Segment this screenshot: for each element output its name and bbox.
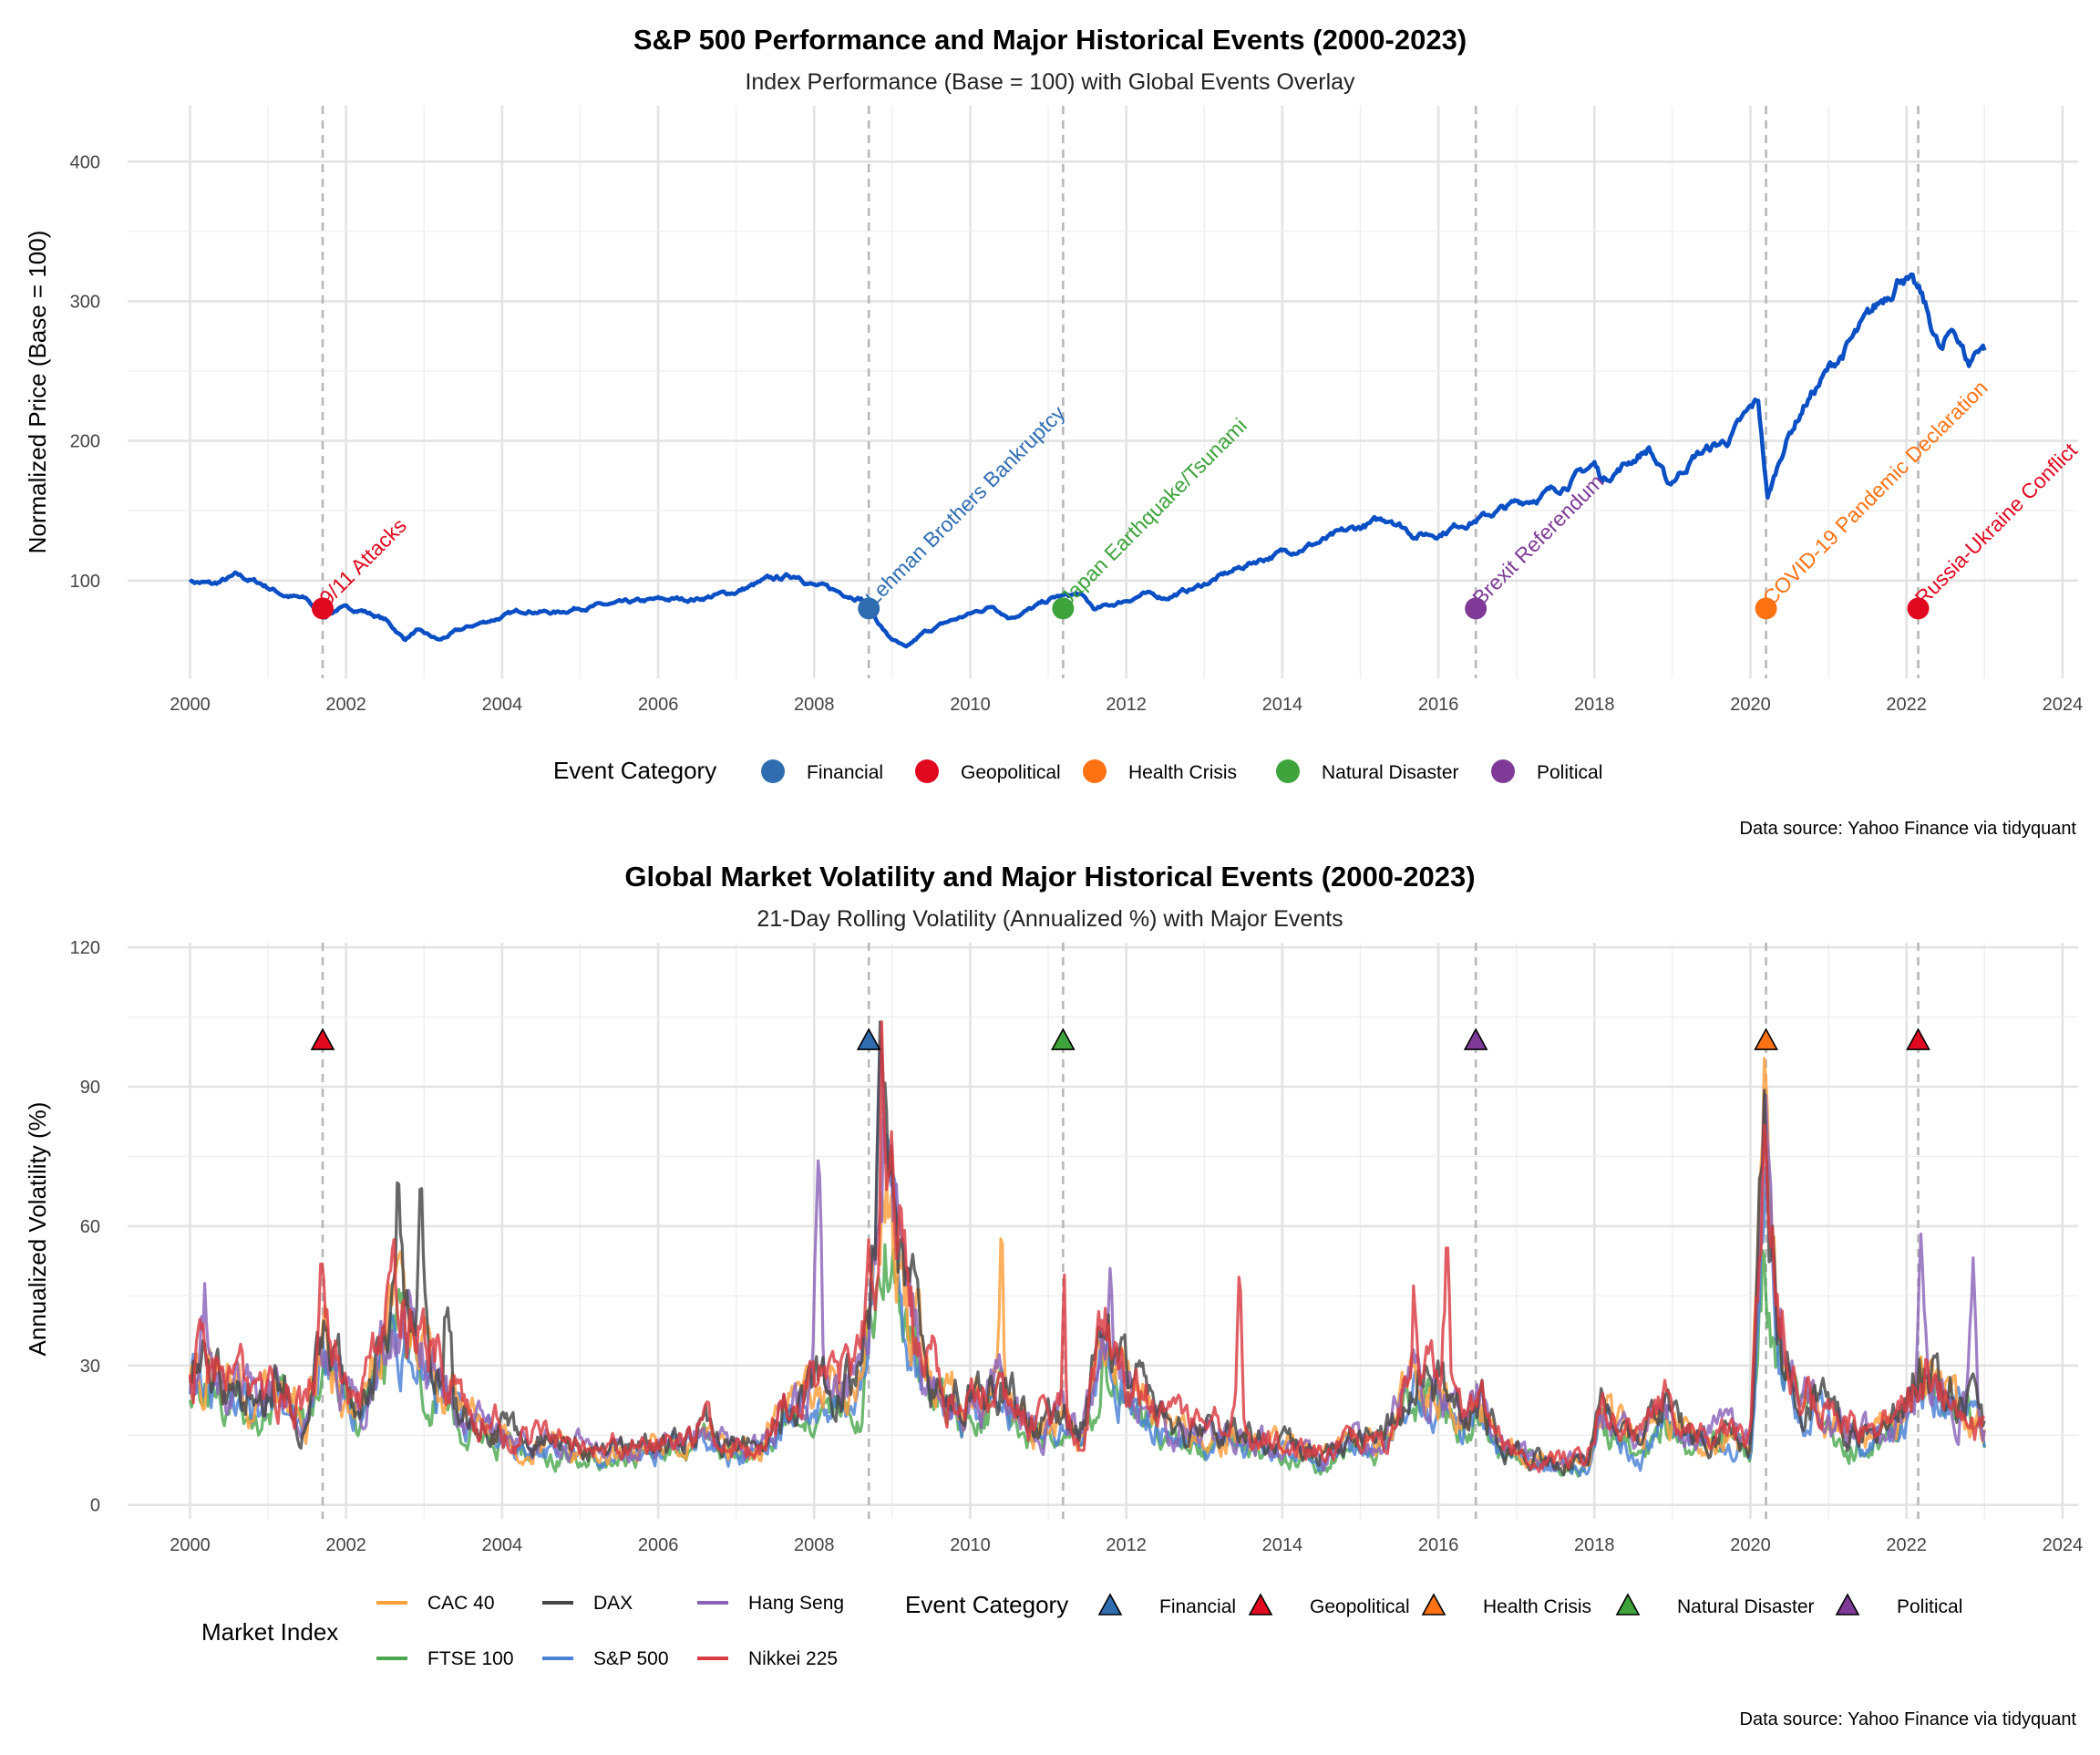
y-tick-label: 60 bbox=[80, 1217, 100, 1237]
legend-label-health-crisis: Health Crisis bbox=[1483, 1596, 1591, 1617]
volatility-line-hang-seng bbox=[188, 1093, 1986, 1472]
legend-label-financial: Financial bbox=[807, 762, 883, 783]
legend-key-political bbox=[1835, 1593, 1860, 1616]
x-tick-label: 2016 bbox=[1418, 695, 1459, 715]
x-tick-label: 2012 bbox=[1106, 1535, 1147, 1555]
x-tick-label: 2006 bbox=[638, 1535, 679, 1555]
x-tick-label: 2000 bbox=[170, 695, 211, 715]
legend-market-index: CAC 40 DAX Hang Seng FTSE 100 S&P 500 Nikkei … bbox=[376, 1593, 844, 1669]
legend-label-s-p-500: S&P 500 bbox=[593, 1648, 669, 1669]
y-tick-label: 100 bbox=[70, 572, 100, 592]
chart-caption: Data source: Yahoo Finance via tidyquant bbox=[1740, 1709, 2077, 1729]
x-tick-label: 2006 bbox=[638, 695, 679, 715]
event-marker-geopolitical-2001-7 bbox=[310, 1027, 335, 1050]
legend-key-health-crisis bbox=[1421, 1593, 1446, 1616]
y-tick-label: 90 bbox=[80, 1078, 100, 1098]
legend-label-political: Political bbox=[1537, 762, 1602, 783]
legend-label-natural-disaster: Natural Disaster bbox=[1322, 762, 1459, 783]
x-tick-label: 2010 bbox=[950, 1535, 991, 1555]
y-tick-label: 0 bbox=[90, 1496, 100, 1516]
x-tick-label: 2024 bbox=[2043, 1535, 2084, 1555]
legend-label-financial: Financial bbox=[1159, 1596, 1236, 1617]
legend-key-financial bbox=[761, 759, 785, 783]
legend-label-dax: DAX bbox=[593, 1593, 633, 1614]
chart-caption: Data source: Yahoo Finance via tidyquant bbox=[1740, 819, 2077, 839]
chart-subtitle: Index Performance (Base = 100) with Glob… bbox=[745, 69, 1355, 95]
x-tick-label: 2008 bbox=[794, 1535, 835, 1555]
event-marker-japan-earthquake-tsunami bbox=[1052, 597, 1075, 620]
legend-label-cac-40: CAC 40 bbox=[427, 1593, 495, 1614]
x-tick-label: 2020 bbox=[1730, 695, 1771, 715]
event-marker-lehman-brothers-bankruptcy bbox=[858, 597, 880, 620]
x-tick-label: 2022 bbox=[1886, 695, 1927, 715]
chart-subtitle: 21-Day Rolling Volatility (Annualized %)… bbox=[757, 906, 1343, 932]
x-tick-label: 2004 bbox=[482, 695, 523, 715]
x-tick-label: 2014 bbox=[1262, 1535, 1303, 1555]
y-tick-label: 30 bbox=[80, 1357, 100, 1377]
x-tick-label: 2018 bbox=[1574, 1535, 1615, 1555]
legend-label-geopolitical: Geopolitical bbox=[961, 762, 1061, 783]
y-axis-label: Normalized Price (Base = 100) bbox=[24, 231, 51, 554]
volatility-line-nikkei-225 bbox=[188, 1020, 1986, 1473]
legend-label-political: Political bbox=[1897, 1596, 1962, 1617]
x-tick-label: 2010 bbox=[950, 695, 991, 715]
legend-label-ftse-100: FTSE 100 bbox=[427, 1648, 514, 1669]
event-marker-health-crisis-2020-2 bbox=[1754, 1027, 1778, 1050]
x-tick-label: 2004 bbox=[482, 1535, 523, 1555]
y-tick-label: 200 bbox=[70, 432, 100, 452]
volatility-line-dax bbox=[188, 1020, 1986, 1477]
legend-event-category: Financial Geopolitical Health Crisis Natura… bbox=[1097, 1593, 1962, 1617]
chart-title: S&P 500 Performance and Major Historical… bbox=[633, 24, 1467, 56]
y-tick-label: 300 bbox=[70, 292, 100, 312]
y-tick-label: 120 bbox=[70, 938, 100, 958]
x-tick-label: 2000 bbox=[170, 1535, 211, 1555]
legend-label-natural-disaster: Natural Disaster bbox=[1677, 1596, 1815, 1617]
event-marker-covid-19-pandemic-declaration bbox=[1755, 597, 1777, 620]
legend-label-nikkei-225: Nikkei 225 bbox=[748, 1648, 838, 1669]
event-marker-geopolitical-2022-15 bbox=[1906, 1027, 1930, 1050]
legend-title-market-index: Market Index bbox=[201, 1618, 338, 1646]
x-tick-label: 2014 bbox=[1262, 695, 1303, 715]
chart-title: Global Market Volatility and Major Histo… bbox=[624, 861, 1475, 893]
legend-title: Event Category bbox=[553, 757, 716, 784]
x-tick-label: 2012 bbox=[1106, 695, 1147, 715]
legend-label-hang-seng: Hang Seng bbox=[748, 1593, 844, 1614]
x-tick-label: 2020 bbox=[1730, 1535, 1771, 1555]
event-marker-political-2016-48 bbox=[1463, 1027, 1488, 1050]
x-tick-label: 2024 bbox=[2043, 695, 2084, 715]
event-marker-brexit-referendum bbox=[1465, 597, 1488, 620]
event-marker-financial-2008-7 bbox=[856, 1027, 881, 1050]
legend-key-geopolitical bbox=[1248, 1593, 1273, 1616]
x-tick-label: 2022 bbox=[1886, 1535, 1927, 1555]
legend-title-event-category: Event Category bbox=[905, 1591, 1068, 1618]
plot-area: 2000 2002 2004 2006 2008 2010 2012 2014 2016 2018… bbox=[70, 938, 2084, 1555]
chart-volatility: Global Market Volatility and Major Histo… bbox=[24, 861, 2083, 1729]
x-tick-label: 2016 bbox=[1418, 1535, 1459, 1555]
sp500-price-line bbox=[188, 272, 1987, 649]
x-tick-label: 2002 bbox=[325, 1535, 366, 1555]
x-tick-label: 2008 bbox=[794, 695, 835, 715]
legend-key-natural-disaster bbox=[1615, 1593, 1641, 1616]
x-tick-label: 2018 bbox=[1574, 695, 1615, 715]
legend-label-geopolitical: Geopolitical bbox=[1310, 1596, 1410, 1617]
event-marker-russia-ukraine-conflict bbox=[1907, 597, 1930, 620]
y-axis-label: Annualized Volatility (%) bbox=[24, 1102, 51, 1357]
y-tick-label: 400 bbox=[70, 152, 100, 172]
event-marker-9-11-attacks bbox=[312, 597, 334, 620]
x-tick-label: 2002 bbox=[325, 695, 366, 715]
legend-key-political bbox=[1491, 759, 1515, 783]
legend-key-health-crisis bbox=[1083, 759, 1107, 783]
legend-key-natural-disaster bbox=[1276, 759, 1300, 783]
legend-label-health-crisis: Health Crisis bbox=[1128, 762, 1237, 783]
legend-key-financial bbox=[1097, 1593, 1123, 1616]
legend-key-geopolitical bbox=[915, 759, 939, 783]
legend-event-category: Financial Geopolitical Health Crisis Natura… bbox=[761, 759, 1602, 783]
event-marker-natural-disaster-2011-19 bbox=[1050, 1027, 1076, 1050]
